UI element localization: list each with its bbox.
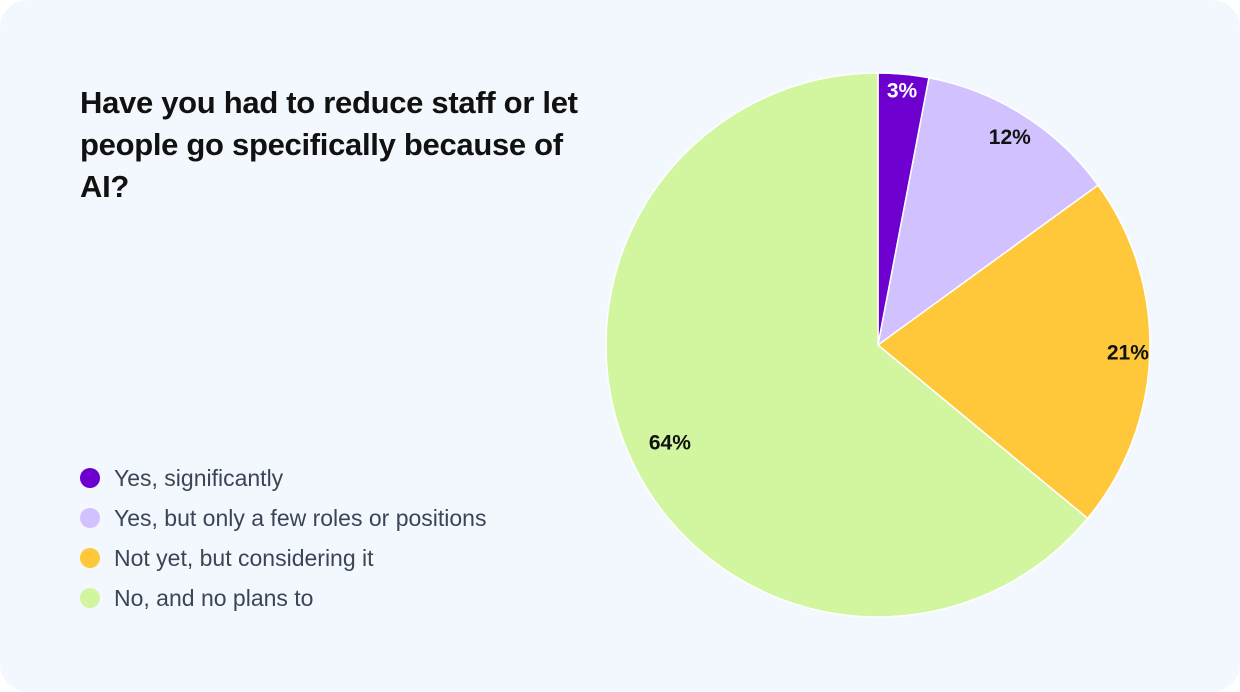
legend-swatch xyxy=(80,508,100,528)
slice-data-label-3: 64% xyxy=(649,431,691,454)
legend-item-yes-few-roles: Yes, but only a few roles or positions xyxy=(80,498,486,538)
legend: Yes, significantly Yes, but only a few r… xyxy=(80,458,486,618)
slice-data-label-0: 3% xyxy=(887,80,918,103)
legend-swatch xyxy=(80,548,100,568)
legend-label: Yes, but only a few roles or positions xyxy=(114,504,487,531)
chart-title: Have you had to reduce staff or let peop… xyxy=(80,85,578,204)
legend-item-not-yet: Not yet, but considering it xyxy=(80,538,486,578)
legend-label: Yes, significantly xyxy=(114,464,284,491)
legend-swatch xyxy=(80,468,100,488)
legend-label: Not yet, but considering it xyxy=(114,544,374,571)
legend-item-no-plans: No, and no plans to xyxy=(80,578,486,618)
pie-slice-2 xyxy=(876,184,1151,520)
legend-item-yes-significantly: Yes, significantly xyxy=(80,458,486,498)
slice-data-label-1: 12% xyxy=(989,126,1031,149)
legend-label: No, and no plans to xyxy=(114,584,314,611)
pie-slice-1 xyxy=(876,76,1100,347)
legend-swatch xyxy=(80,588,100,608)
pie-slice-3 xyxy=(605,72,1089,618)
slice-data-label-2: 21% xyxy=(1107,341,1149,364)
pie-chart: 3% 12% 21% 64% xyxy=(605,72,1151,618)
